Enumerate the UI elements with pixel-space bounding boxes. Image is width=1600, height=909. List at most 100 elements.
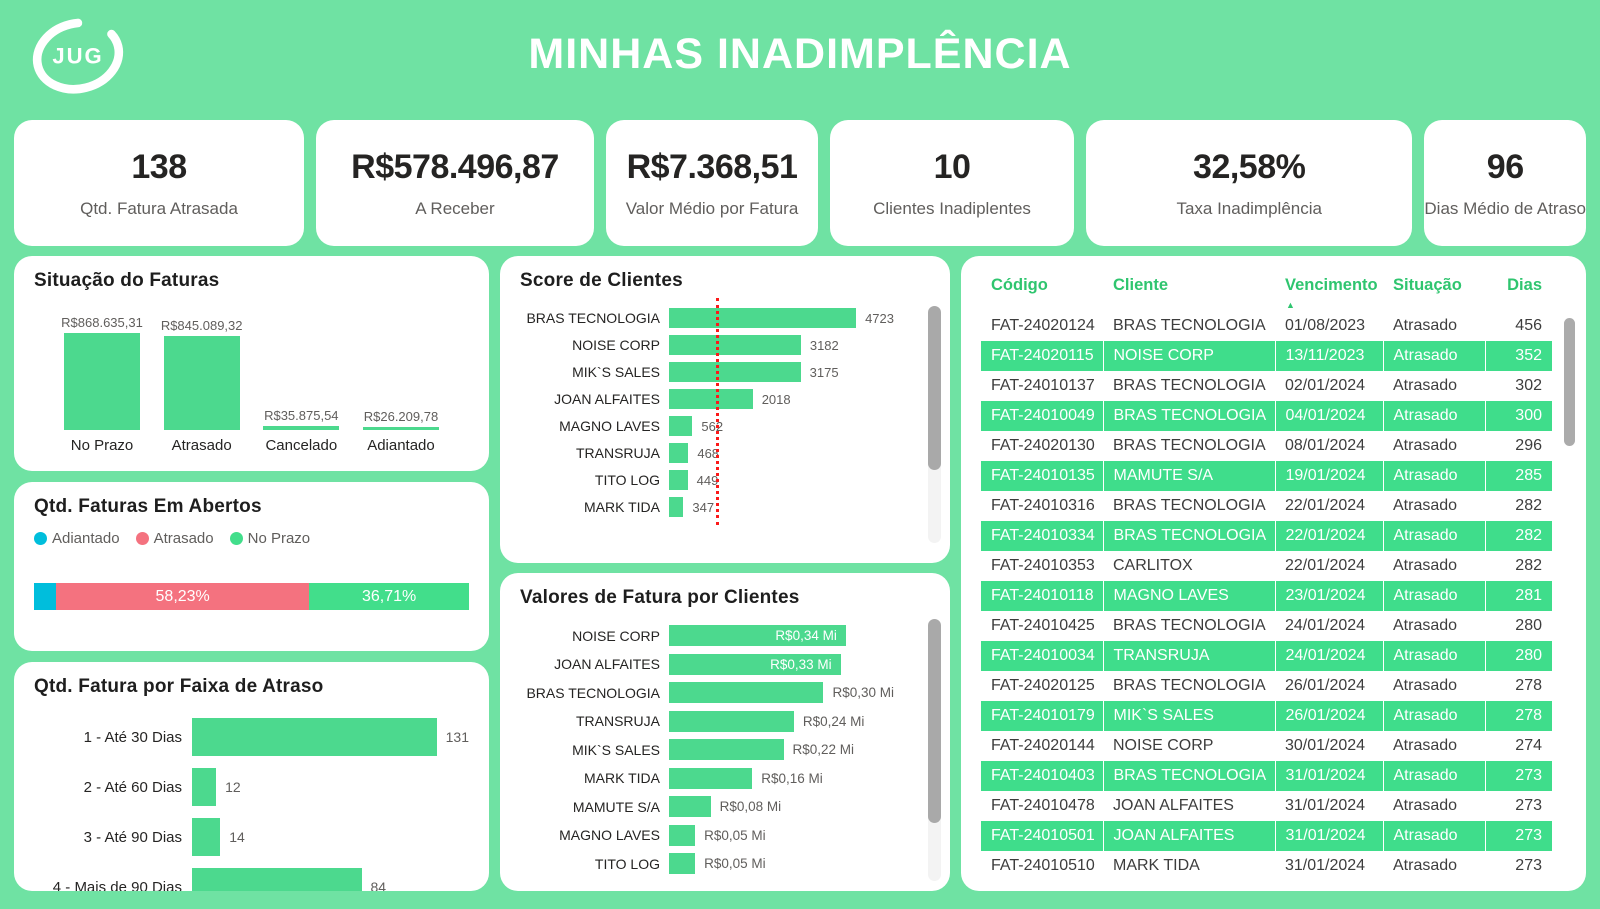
bar-category-label: TITO LOG [594,472,660,488]
bar[interactable] [669,335,801,355]
bar-value-label: R$0,16 Mi [761,770,823,786]
bar[interactable]: R$0,05 Mi [669,853,696,874]
table-row[interactable]: FAT-24010049 BRAS TECNOLOGIA 04/01/2024 … [981,401,1552,431]
bar-category-label: JOAN ALFAITES [554,391,660,407]
cell-cliente: JOAN ALFAITES [1113,797,1234,814]
bar[interactable]: R$0,34 Mi [669,625,846,646]
bar[interactable] [64,333,140,430]
bar-category-label: TRANSRUJA [575,445,660,461]
kpi-card: R$7.368,51 Valor Médio por Fatura [606,120,818,246]
bar-row: 1 - Até 30 Dias 131 [34,718,469,756]
cell-codigo: FAT-24010478 [991,797,1095,814]
bar[interactable] [192,818,221,856]
table-row[interactable]: FAT-24010034 TRANSRUJA 24/01/2024 Atrasa… [981,641,1552,671]
bar[interactable]: R$0,30 Mi [669,682,824,703]
bar[interactable]: R$0,16 Mi [669,767,753,789]
stacked-bar-segment[interactable]: 36,71% [309,583,469,610]
table-row[interactable]: FAT-24010510 MARK TIDA 31/01/2024 Atrasa… [981,851,1552,881]
scrollbar-thumb[interactable] [1564,318,1575,446]
bar[interactable]: R$0,05 Mi [669,824,696,846]
bar[interactable] [669,443,689,463]
bar[interactable] [192,868,362,891]
chart-title-situacao: Situação do Faturas [34,270,220,291]
segment-value-label: 36,71% [362,587,417,605]
table-row[interactable]: FAT-24020125 BRAS TECNOLOGIA 26/01/2024 … [981,671,1552,701]
legend-item[interactable]: No Prazo [229,530,310,547]
cell-cliente: JOAN ALFAITES [1102,821,1275,851]
bar-row: BRAS TECNOLOGIA 4723 [520,308,894,328]
column-header-situacao[interactable]: Situação [1393,276,1462,294]
cell-vencimento: 19/01/2024 [1274,461,1383,491]
legend-item[interactable]: Atrasado [135,530,214,547]
bar[interactable] [362,426,439,430]
stacked-bar-segment[interactable]: 58,23% [56,583,310,610]
scrollbar-thumb[interactable] [928,306,941,470]
kpi-row: 138 Qtd. Fatura Atrasada R$578.496,87 A … [0,120,1600,246]
table-row[interactable]: FAT-24010501 JOAN ALFAITES 31/01/2024 At… [981,821,1552,851]
cell-dias: 352 [1484,341,1552,371]
bar-category-label: MAGNO LAVES [559,827,660,843]
column-header-dias[interactable]: Dias [1507,276,1542,294]
bar[interactable] [192,718,437,756]
cell-situacao: Atrasado [1393,677,1458,694]
bar[interactable] [669,362,801,382]
legend-dot-icon [135,532,149,545]
cell-dias: 296 [1515,437,1542,454]
legend-item[interactable]: Adiantado [34,530,120,547]
table-row[interactable]: FAT-24020115 NOISE CORP 13/11/2023 Atras… [981,341,1552,371]
cell-cliente: MAGNO LAVES [1102,581,1275,611]
bar-category-label: 2 - Até 60 Dias [83,778,182,796]
situacao-column-chart: R$868.635,31 No Prazo R$845.089,32 Atras… [34,296,469,454]
bar[interactable] [669,470,688,490]
scrollbar-thumb[interactable] [928,619,941,824]
table-row[interactable]: FAT-24020144 NOISE CORP 30/01/2024 Atras… [981,731,1552,761]
table-row[interactable]: FAT-24010478 JOAN ALFAITES 31/01/2024 At… [981,791,1552,821]
cell-vencimento: 01/08/2023 [1285,317,1366,334]
bar-category-label: MIK`S SALES [572,741,660,758]
table-row[interactable]: FAT-24010137 BRAS TECNOLOGIA 02/01/2024 … [981,371,1552,401]
bar[interactable] [669,308,857,328]
kpi-card: 32,58% Taxa Inadimplência [1086,120,1413,246]
bar[interactable] [163,335,240,430]
bar-value-label: R$0,24 Mi [802,713,865,729]
table-row[interactable]: FAT-24020124 BRAS TECNOLOGIA 01/08/2023 … [981,311,1552,341]
cell-dias: 278 [1515,677,1542,694]
kpi-card: R$578.496,87 A Receber [316,120,594,246]
bar[interactable] [669,389,753,409]
bar[interactable]: R$0,33 Mi [669,653,841,675]
table-row[interactable]: FAT-24020130 BRAS TECNOLOGIA 08/01/2024 … [981,431,1552,461]
cell-dias: 273 [1484,761,1552,791]
cell-codigo: FAT-24010135 [991,467,1095,484]
kpi-label: Qtd. Fatura Atrasada [80,198,238,218]
bar[interactable]: R$0,08 Mi [669,796,711,817]
table-row[interactable]: FAT-24010316 BRAS TECNOLOGIA 22/01/2024 … [981,491,1552,521]
column-header-vencimento[interactable]: Vencimento ▲ [1275,266,1383,311]
column-header-codigo[interactable]: Código [991,276,1048,294]
table-row[interactable]: FAT-24010353 CARLITOX 22/01/2024 Atrasad… [981,551,1552,581]
table-row[interactable]: FAT-24010425 BRAS TECNOLOGIA 24/01/2024 … [981,611,1552,641]
cell-codigo: FAT-24010137 [991,377,1095,394]
table-row[interactable]: FAT-24010334 BRAS TECNOLOGIA 22/01/2024 … [981,521,1552,551]
cell-dias: 273 [1515,857,1542,874]
bar-track: 4723 [669,308,894,328]
bar-track: 3182 [669,335,894,355]
bar[interactable]: R$0,22 Mi [669,739,784,760]
stacked-bar-segment[interactable] [34,583,56,610]
faixa-de-atraso-card: Qtd. Fatura por Faixa de Atraso 1 - Até … [14,662,489,891]
bar-value-label: R$845.089,32 [160,317,243,333]
column-header-cliente[interactable]: Cliente [1113,276,1169,294]
bar-category-label: No Prazo [70,437,134,454]
table-row[interactable]: FAT-24010403 BRAS TECNOLOGIA 31/01/2024 … [981,761,1552,791]
bar[interactable]: R$0,24 Mi [669,710,794,732]
cell-situacao: Atrasado [1393,377,1458,394]
bar[interactable] [669,497,684,517]
table-row[interactable]: FAT-24010118 MAGNO LAVES 23/01/2024 Atra… [981,581,1552,611]
bar[interactable] [669,416,693,436]
bar[interactable] [263,425,340,430]
cell-codigo: FAT-24010049 [991,407,1095,424]
kpi-label: Valor Médio por Fatura [625,198,799,218]
bar[interactable] [192,768,217,806]
table-row[interactable]: FAT-24010179 MIK`S SALES 26/01/2024 Atra… [981,701,1552,731]
table-row[interactable]: FAT-24010135 MAMUTE S/A 19/01/2024 Atras… [981,461,1552,491]
column: R$845.089,32 Atrasado [154,296,250,454]
